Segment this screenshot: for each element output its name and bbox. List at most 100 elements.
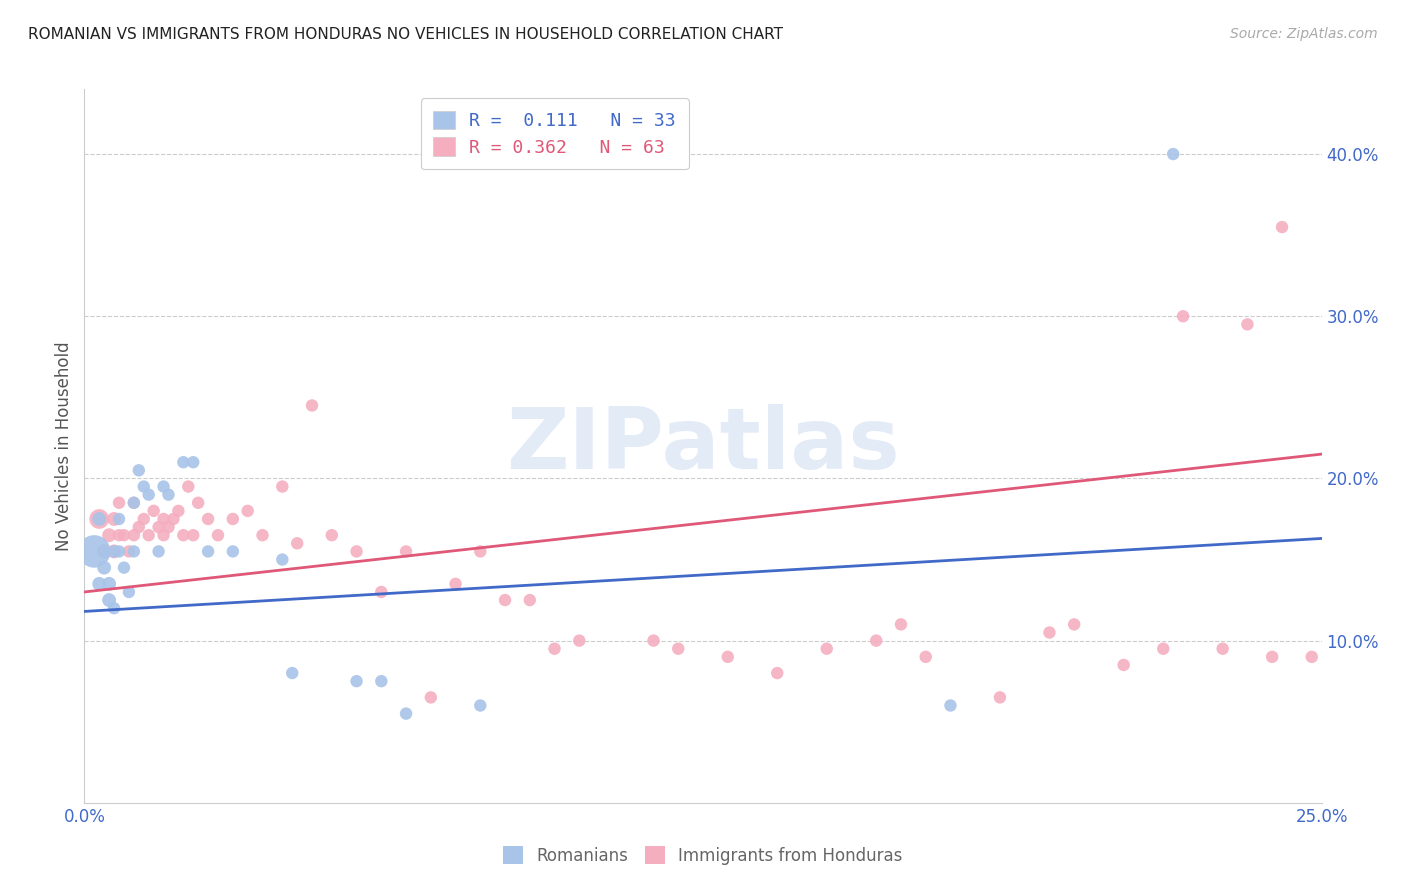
Point [128, 520, 150, 534]
Point [122, 544, 145, 558]
Point [988, 690, 1011, 705]
Point [1038, 625, 1060, 640]
Point [103, 544, 125, 558]
Y-axis label: No Vehicles in Household: No Vehicles in Household [55, 341, 73, 551]
Point [643, 633, 665, 648]
Point [152, 479, 174, 493]
Point [132, 512, 155, 526]
Point [1171, 310, 1194, 324]
Point [89, 512, 111, 526]
Point [142, 504, 165, 518]
Point [148, 544, 170, 558]
Point [108, 496, 131, 510]
Point [103, 544, 125, 558]
Text: Source: ZipAtlas.com: Source: ZipAtlas.com [1230, 27, 1378, 41]
Point [138, 488, 160, 502]
Point [568, 633, 591, 648]
Point [148, 520, 170, 534]
Point [172, 528, 194, 542]
Point [865, 633, 887, 648]
Point [93, 544, 115, 558]
Point [103, 512, 125, 526]
Point [108, 544, 131, 558]
Point [132, 479, 155, 493]
Point [108, 512, 131, 526]
Point [321, 528, 343, 542]
Point [914, 649, 936, 664]
Point [1152, 641, 1174, 656]
Point [271, 479, 294, 493]
Point [98, 593, 121, 607]
Point [1212, 641, 1234, 656]
Point [890, 617, 912, 632]
Point [939, 698, 962, 713]
Point [395, 706, 418, 721]
Point [281, 666, 304, 681]
Point [103, 601, 125, 615]
Point [444, 577, 467, 591]
Point [370, 674, 392, 689]
Point [717, 649, 740, 664]
Point [494, 593, 516, 607]
Point [470, 544, 492, 558]
Point [177, 479, 200, 493]
Point [1271, 220, 1294, 235]
Point [197, 512, 219, 526]
Point [1236, 318, 1258, 332]
Point [181, 528, 204, 542]
Point [157, 488, 180, 502]
Point [370, 585, 392, 599]
Point [89, 577, 111, 591]
Point [236, 504, 259, 518]
Point [83, 544, 105, 558]
Point [1261, 649, 1284, 664]
Point [187, 496, 209, 510]
Point [301, 399, 323, 413]
Point [815, 641, 838, 656]
Point [252, 528, 274, 542]
Point [666, 641, 689, 656]
Point [118, 585, 141, 599]
Point [1112, 657, 1135, 672]
Point [108, 528, 131, 542]
Point [93, 544, 115, 558]
Point [222, 512, 245, 526]
Point [766, 666, 789, 681]
Point [1301, 649, 1323, 664]
Legend: Romanians, Immigrants from Honduras: Romanians, Immigrants from Honduras [495, 838, 911, 873]
Point [207, 528, 229, 542]
Point [122, 496, 145, 510]
Point [152, 528, 174, 542]
Point [470, 698, 492, 713]
Point [118, 544, 141, 558]
Point [419, 690, 441, 705]
Point [346, 674, 368, 689]
Text: ROMANIAN VS IMMIGRANTS FROM HONDURAS NO VEHICLES IN HOUSEHOLD CORRELATION CHART: ROMANIAN VS IMMIGRANTS FROM HONDURAS NO … [28, 27, 783, 42]
Point [395, 544, 418, 558]
Point [271, 552, 294, 566]
Point [98, 528, 121, 542]
Point [181, 455, 204, 469]
Point [152, 512, 174, 526]
Point [172, 455, 194, 469]
Point [89, 512, 111, 526]
Point [1161, 147, 1184, 161]
Point [93, 560, 115, 574]
Point [285, 536, 308, 550]
Point [138, 528, 160, 542]
Point [122, 528, 145, 542]
Point [346, 544, 368, 558]
Point [1063, 617, 1085, 632]
Text: ZIPatlas: ZIPatlas [506, 404, 900, 488]
Point [222, 544, 245, 558]
Point [98, 577, 121, 591]
Point [122, 496, 145, 510]
Point [112, 560, 135, 574]
Point [197, 544, 219, 558]
Point [162, 512, 184, 526]
Point [128, 463, 150, 477]
Point [157, 520, 180, 534]
Point [112, 528, 135, 542]
Point [167, 504, 190, 518]
Point [543, 641, 565, 656]
